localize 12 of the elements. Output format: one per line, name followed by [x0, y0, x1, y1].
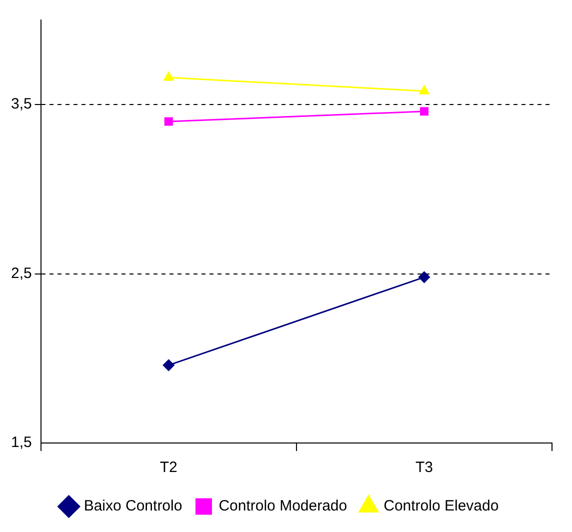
legend-label: Controlo Elevado [384, 498, 499, 515]
point [420, 107, 428, 116]
point [162, 359, 174, 371]
x-tick-label: T2 [160, 459, 178, 476]
y-tick-label: 2,5 [10, 264, 32, 282]
legend-label: Baixo Controlo [84, 498, 182, 515]
y-tick-label: 3,5 [10, 96, 32, 113]
point [164, 117, 173, 126]
y-tick-label: 1,5 [10, 434, 32, 452]
legend-label: Controlo Moderado [218, 498, 348, 515]
point [418, 271, 430, 283]
x-tick-label: T3 [415, 459, 433, 476]
